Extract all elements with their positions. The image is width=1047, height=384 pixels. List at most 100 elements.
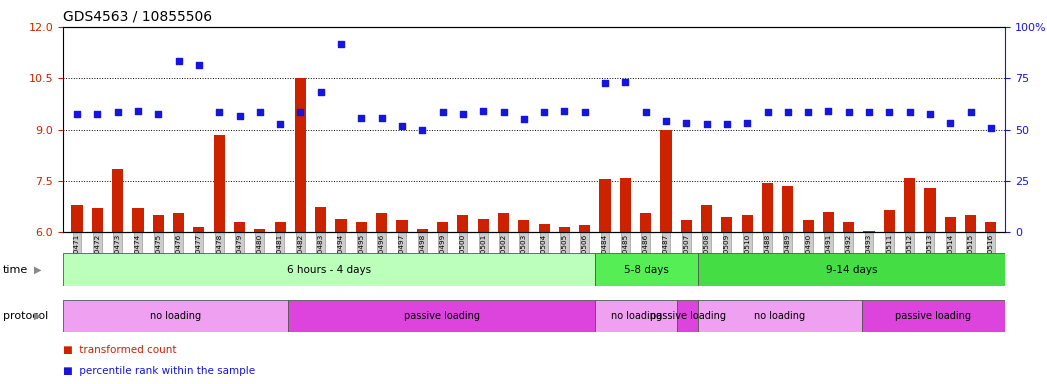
Bar xyxy=(985,222,997,232)
Point xyxy=(638,109,654,116)
Text: passive loading: passive loading xyxy=(404,311,480,321)
Point xyxy=(841,109,857,116)
Bar xyxy=(397,220,407,232)
Point xyxy=(312,89,329,95)
Point xyxy=(495,109,512,116)
Point xyxy=(597,80,614,86)
Bar xyxy=(596,253,698,286)
Point xyxy=(861,109,877,116)
Point xyxy=(800,109,817,116)
Bar xyxy=(112,169,124,232)
Bar xyxy=(661,130,671,232)
Bar xyxy=(579,225,591,232)
Text: time: time xyxy=(3,265,28,275)
Bar xyxy=(944,217,956,232)
Bar xyxy=(741,215,753,232)
Point xyxy=(617,79,633,85)
Bar xyxy=(559,227,570,232)
Point xyxy=(414,127,430,133)
Point xyxy=(454,111,471,117)
Point xyxy=(515,116,532,122)
Point xyxy=(374,114,391,121)
Point xyxy=(739,120,756,126)
Point xyxy=(191,61,207,68)
Bar xyxy=(640,214,651,232)
Bar xyxy=(905,177,915,232)
Bar xyxy=(677,300,698,332)
Point xyxy=(89,111,106,117)
Text: no loading: no loading xyxy=(610,311,662,321)
Bar xyxy=(538,224,550,232)
Bar xyxy=(843,222,854,232)
Bar xyxy=(288,300,596,332)
Point xyxy=(171,58,187,64)
Point xyxy=(921,111,938,117)
Point xyxy=(901,109,918,116)
Point xyxy=(210,109,227,116)
Bar xyxy=(620,177,631,232)
Bar xyxy=(233,222,245,232)
Bar xyxy=(681,220,692,232)
Text: no loading: no loading xyxy=(754,311,805,321)
Bar xyxy=(214,135,225,232)
Text: ■  percentile rank within the sample: ■ percentile rank within the sample xyxy=(63,366,255,376)
Point xyxy=(353,114,370,121)
Bar xyxy=(862,300,1005,332)
Bar xyxy=(721,217,733,232)
Text: ▶: ▶ xyxy=(34,311,41,321)
Point xyxy=(698,121,715,127)
Bar xyxy=(335,218,347,232)
Point xyxy=(536,109,553,116)
Bar xyxy=(698,253,1005,286)
Text: 5-8 days: 5-8 days xyxy=(624,265,669,275)
Point xyxy=(130,108,147,114)
Point xyxy=(718,121,735,127)
Point xyxy=(759,109,776,116)
Bar xyxy=(92,209,103,232)
Bar xyxy=(762,183,773,232)
Bar xyxy=(596,300,677,332)
Point xyxy=(292,109,309,116)
Point xyxy=(779,109,796,116)
Bar xyxy=(698,300,862,332)
Text: 9-14 days: 9-14 days xyxy=(826,265,877,275)
Bar xyxy=(254,229,265,232)
Bar xyxy=(518,220,530,232)
Bar xyxy=(153,215,163,232)
Point xyxy=(982,125,999,131)
Point xyxy=(658,118,674,124)
Bar xyxy=(63,300,288,332)
Bar xyxy=(477,218,489,232)
Bar xyxy=(823,212,834,232)
Text: no loading: no loading xyxy=(150,311,201,321)
Bar xyxy=(458,215,468,232)
Text: ▶: ▶ xyxy=(34,265,41,275)
Bar xyxy=(701,205,712,232)
Point xyxy=(109,109,126,116)
Text: passive loading: passive loading xyxy=(895,311,972,321)
Bar xyxy=(315,207,327,232)
Point xyxy=(251,109,268,116)
Text: passive loading: passive loading xyxy=(649,311,726,321)
Point xyxy=(231,113,248,119)
Point xyxy=(333,41,350,47)
Bar xyxy=(600,179,610,232)
Point xyxy=(820,108,837,114)
Point xyxy=(881,109,897,116)
Point xyxy=(556,108,573,114)
Bar xyxy=(71,205,83,232)
Bar xyxy=(173,214,184,232)
Text: 6 hours - 4 days: 6 hours - 4 days xyxy=(287,265,372,275)
Text: protocol: protocol xyxy=(3,311,48,321)
Bar xyxy=(437,222,448,232)
Bar xyxy=(965,215,976,232)
Bar xyxy=(884,210,895,232)
Point xyxy=(576,109,593,116)
Bar xyxy=(417,229,428,232)
Point xyxy=(69,111,86,117)
Point xyxy=(435,109,451,116)
Point xyxy=(394,123,410,129)
Bar xyxy=(925,188,936,232)
Bar xyxy=(782,186,794,232)
Point xyxy=(150,111,166,117)
